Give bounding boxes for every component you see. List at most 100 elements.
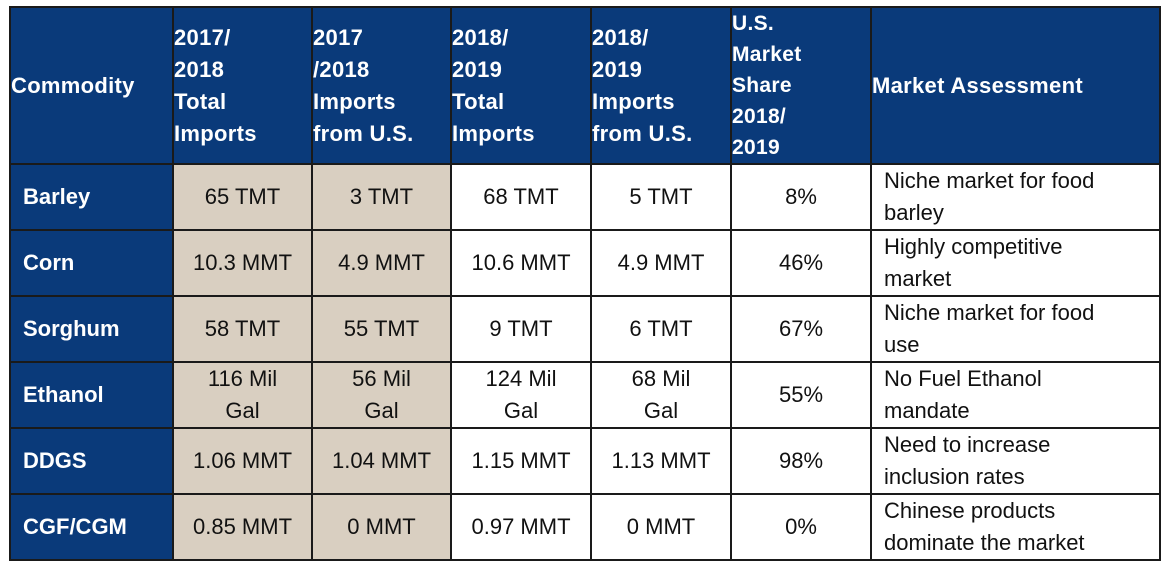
assessment-line: Chinese products: [884, 498, 1056, 523]
us1718-cell: 55 TMT: [311, 295, 452, 363]
header-line: Imports: [313, 88, 396, 114]
table-row: Ethanol 116 Mil Gal 56 Mil Gal 124 Mil Gal 68 M…: [9, 361, 1161, 429]
cell-line: 1.15 MMT: [471, 448, 571, 473]
cell-line: 55 TMT: [343, 316, 420, 341]
imp1819-cell: 10.6 MMT: [450, 229, 592, 297]
header-line: 2018/: [592, 24, 649, 50]
commodity-cell: Ethanol: [9, 361, 174, 429]
market-assessment-cell: No Fuel Ethanol mandate: [870, 361, 1161, 429]
cell-line: Gal: [503, 398, 539, 423]
commodity-cell: Sorghum: [9, 295, 174, 363]
cell-line: Gal: [364, 398, 399, 423]
assessment-line: Need to increase: [884, 432, 1051, 457]
market-share-cell: 98%: [730, 427, 872, 495]
cell-line: 124 Mil: [485, 366, 557, 391]
assessment-line: barley: [884, 200, 944, 225]
header-line: Market Assessment: [872, 72, 1083, 98]
us1718-cell: 4.9 MMT: [311, 229, 452, 297]
market-share-cell: 55%: [730, 361, 872, 429]
cell-line: 0 MMT: [626, 514, 696, 539]
column-header-us1718: 2017/2018 Imports from U.S.: [311, 6, 452, 165]
cell-line: 10.6 MMT: [471, 250, 571, 275]
imp1718-cell: 10.3 MMT: [172, 229, 313, 297]
assessment-line: use: [884, 332, 920, 357]
header-line: Total: [452, 88, 505, 114]
assessment-line: Niche market for food: [884, 168, 1095, 193]
table-header: Commodity 2017/2018 Total Imports 2017/2018 I…: [9, 6, 1161, 165]
commodity-cell: Barley: [9, 163, 174, 231]
cell-line: Gal: [225, 398, 260, 423]
market-share-cell: 67%: [730, 295, 872, 363]
us1718-cell: 0 MMT: [311, 493, 452, 561]
imp1718-cell: 116 Mil Gal: [172, 361, 313, 429]
table-row: CGF/CGM 0.85 MMT 0 MMT 0.97 MMT 0 MMT 0% Chine…: [9, 493, 1161, 561]
cell-line: 56 Mil: [352, 366, 411, 391]
header-line: 2019: [452, 56, 503, 82]
imp1819-cell: 68 TMT: [450, 163, 592, 231]
cell-line: 65 TMT: [204, 184, 281, 209]
header-line: /2018: [313, 56, 370, 82]
header-line: 2017/: [174, 24, 231, 50]
imp1819-cell: 124 Mil Gal: [450, 361, 592, 429]
us1819-cell: 6 TMT: [590, 295, 732, 363]
table-row: DDGS 1.06 MMT 1.04 MMT 1.15 MMT 1.13 MMT 98% N…: [9, 427, 1161, 495]
column-header-imp1718: 2017/2018 Total Imports: [172, 6, 313, 165]
assessment-line: inclusion rates: [884, 464, 1025, 489]
cell-line: 68 Mil: [631, 366, 691, 391]
header-line: Total: [174, 88, 227, 114]
header-line: Imports: [174, 120, 257, 146]
us1819-cell: 68 Mil Gal: [590, 361, 732, 429]
market-assessment-cell: Niche market for food use: [870, 295, 1161, 363]
market-assessment-cell: Highly competitive market: [870, 229, 1161, 297]
cell-line: 68 TMT: [483, 184, 559, 209]
us1819-cell: 1.13 MMT: [590, 427, 732, 495]
us1718-cell: 1.04 MMT: [311, 427, 452, 495]
header-line: U.S.: [732, 12, 775, 35]
cell-line: 58 TMT: [204, 316, 281, 341]
header-line: 2018/: [452, 24, 509, 50]
column-header-assess: Market Assessment: [870, 6, 1161, 165]
header-line: from U.S.: [592, 120, 693, 146]
assessment-line: No Fuel Ethanol: [884, 366, 1042, 391]
assessment-line: mandate: [884, 398, 970, 423]
market-assessment-cell: Need to increase inclusion rates: [870, 427, 1161, 495]
assessment-line: Highly competitive: [884, 234, 1063, 259]
commodity-cell: CGF/CGM: [9, 493, 174, 561]
cell-line: 1.04 MMT: [331, 448, 432, 473]
table-row: Corn 10.3 MMT 4.9 MMT 10.6 MMT 4.9 MMT 46% Hig…: [9, 229, 1161, 297]
imp1819-cell: 9 TMT: [450, 295, 592, 363]
imp1718-cell: 58 TMT: [172, 295, 313, 363]
market-share-cell: 46%: [730, 229, 872, 297]
imp1819-cell: 0.97 MMT: [450, 493, 592, 561]
market-assessment-cell: Chinese products dominate the market: [870, 493, 1161, 561]
header-line: 2017: [313, 24, 364, 50]
imp1718-cell: 1.06 MMT: [172, 427, 313, 495]
imp1718-cell: 0.85 MMT: [172, 493, 313, 561]
cell-line: 10.3 MMT: [192, 250, 293, 275]
table-body: Barley 65 TMT 3 TMT 68 TMT 5 TMT 8% Niche mark…: [9, 163, 1161, 561]
commodity-cell: Corn: [9, 229, 174, 297]
commodity-cell: DDGS: [9, 427, 174, 495]
header-row: Commodity 2017/2018 Total Imports 2017/2018 I…: [9, 6, 1161, 165]
column-header-imp1819: 2018/2019 Total Imports: [450, 6, 592, 165]
table-row: Sorghum 58 TMT 55 TMT 9 TMT 6 TMT 67% Niche ma…: [9, 295, 1161, 363]
imp1819-cell: 1.15 MMT: [450, 427, 592, 495]
column-header-share: U.S. Market Share 2018/2019: [730, 6, 872, 165]
cell-line: 1.13 MMT: [611, 448, 711, 473]
us1819-cell: 0 MMT: [590, 493, 732, 561]
header-line: 2018: [174, 56, 225, 82]
market-assessment-cell: Niche market for food barley: [870, 163, 1161, 231]
cell-line: 3 TMT: [349, 184, 414, 209]
assessment-line: dominate the market: [884, 530, 1085, 555]
column-header-commodity: Commodity: [9, 6, 174, 165]
column-header-us1819: 2018/2019 Imports from U.S.: [590, 6, 732, 165]
cell-line: 4.9 MMT: [338, 250, 425, 275]
header-line: 2019: [592, 56, 643, 82]
assessment-line: market: [884, 266, 952, 291]
cell-line: 6 TMT: [629, 316, 693, 341]
header-line: Imports: [592, 88, 675, 114]
header-line: Imports: [452, 120, 535, 146]
cell-line: 9 TMT: [489, 316, 553, 341]
cell-line: 4.9 MMT: [617, 250, 705, 275]
header-line: Commodity: [11, 72, 135, 98]
